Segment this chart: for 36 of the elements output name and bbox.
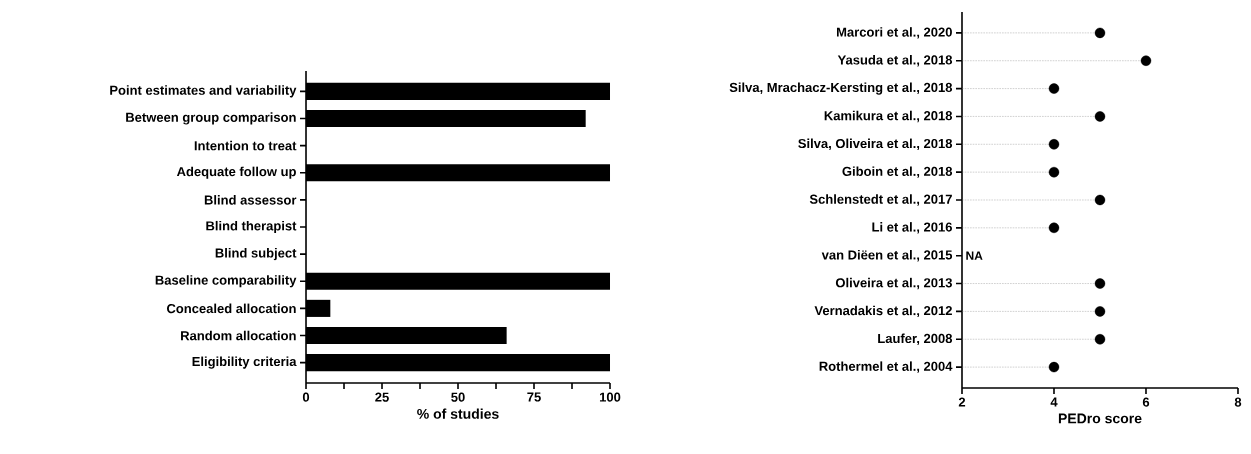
x-tick-label: 25	[375, 392, 389, 402]
y-tick-label: Point estimates and variability	[110, 85, 297, 98]
x-tick-label: 0	[302, 392, 310, 402]
y-tick-label: Baseline comparability	[155, 275, 297, 288]
y-tick-label: Silva, Oliveira et al., 2018	[798, 138, 953, 150]
y-tick-label: Random allocation	[181, 330, 296, 341]
x-tick-label: 4	[1050, 397, 1058, 407]
y-tick-label: Blind assessor	[204, 195, 297, 205]
y-tick-label: Yasuda et al., 2018	[837, 55, 953, 67]
annotation: NA	[966, 251, 983, 260]
x-tick-label: 50	[451, 392, 465, 402]
x-tick-label: 75	[527, 392, 541, 402]
y-tick-label: Blind therapist	[206, 220, 297, 234]
x-axis-title: PEDro score	[1058, 413, 1142, 424]
x-axis-title: % of studies	[417, 408, 499, 419]
y-tick-label: Between group comparison	[126, 112, 296, 125]
y-tick-label: Blind subject	[215, 248, 297, 261]
y-tick-label: Rothermel et al., 2004	[819, 361, 953, 373]
y-tick-label: Vernadakis et al., 2012	[814, 305, 952, 318]
y-tick-label: van Diëen et al., 2015	[821, 249, 953, 262]
y-tick-label: Intention to treat	[194, 140, 297, 151]
y-tick-label: Kamikura et al., 2018	[824, 110, 953, 123]
y-tick-label: Schlenstedt et al., 2017	[809, 194, 952, 206]
y-tick-label: Silva, Mrachacz-Kersting et al., 2018	[729, 82, 953, 95]
x-tick-label: 2	[958, 397, 966, 407]
y-tick-label: Concealed allocation	[166, 303, 296, 314]
y-tick-label: Laufer, 2008	[878, 333, 953, 345]
y-tick-label: Li et al., 2016	[872, 222, 952, 234]
y-tick-label: Giboin et al., 2018	[842, 166, 953, 178]
y-tick-label: Oliveira et al., 2013	[835, 277, 952, 290]
y-tick-label: Eligibility criteria	[192, 356, 297, 369]
x-tick-label: 8	[1234, 397, 1242, 407]
x-tick-label: 100	[599, 392, 621, 402]
y-tick-label: Marcori et al., 2020	[836, 27, 952, 39]
y-tick-label: Adequate follow up	[176, 166, 296, 179]
x-tick-label: 6	[1142, 397, 1150, 407]
